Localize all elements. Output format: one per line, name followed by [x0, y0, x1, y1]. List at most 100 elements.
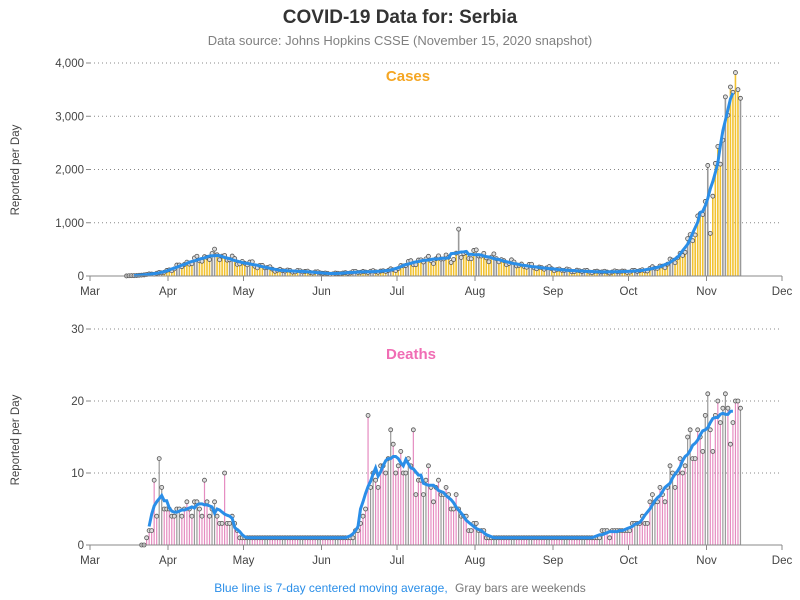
page-subtitle: Data source: Johns Hopkins CSSE (Novembe… — [208, 33, 592, 48]
data-point — [431, 261, 436, 266]
x-tick-label: Nov — [696, 555, 717, 567]
data-point — [722, 391, 728, 397]
data-point — [395, 463, 401, 469]
data-point — [468, 256, 474, 262]
y-tick-label: 4,000 — [55, 58, 84, 70]
data-point — [647, 499, 653, 505]
data-point — [222, 470, 228, 476]
data-point — [436, 477, 441, 483]
data-point — [207, 257, 212, 262]
data-point — [715, 398, 721, 404]
data-point — [728, 441, 733, 447]
data-point — [705, 391, 711, 397]
data-point — [695, 427, 701, 433]
data-point — [735, 87, 741, 93]
data-point — [365, 412, 371, 418]
data-point — [194, 253, 200, 259]
cases-y-axis-label: Reported per Day — [10, 124, 22, 215]
cases-x-axis: Mar Apr May Jun Jul Aug Sep Oct Nov Dec — [80, 275, 792, 298]
data-point — [227, 521, 233, 526]
data-point — [451, 257, 457, 262]
cases-bars — [125, 72, 742, 276]
data-point — [486, 259, 492, 265]
deaths-panel: 0 10 20 30 Mar Apr May Jun Jul Aug Sep Oct Nov Dec D… — [10, 324, 792, 567]
data-point — [710, 193, 716, 199]
data-point — [179, 513, 185, 519]
cases-moving-average-line — [133, 92, 735, 278]
y-tick-label: 1,000 — [55, 218, 84, 230]
footnote-moving-average: Blue line is 7-day centered moving avera… — [214, 581, 447, 595]
data-point — [662, 499, 668, 505]
data-point — [410, 427, 416, 433]
data-point — [720, 405, 726, 411]
data-point — [393, 470, 399, 476]
deaths-grid: 0 10 20 30 — [71, 324, 782, 552]
x-tick-label: Aug — [465, 286, 485, 298]
deaths-panel-title: Deaths — [386, 346, 436, 363]
data-point — [360, 513, 366, 519]
data-point — [197, 506, 202, 512]
x-tick-label: Oct — [620, 286, 639, 298]
footnote: Blue line is 7-day centered moving avera… — [214, 581, 586, 595]
deaths-y-axis-label: Reported per Day — [10, 394, 22, 485]
data-point — [717, 420, 723, 426]
data-point — [725, 405, 731, 411]
data-point — [184, 499, 190, 505]
data-point — [667, 463, 673, 469]
data-point — [491, 251, 497, 257]
data-point — [733, 70, 738, 75]
data-point — [468, 528, 474, 533]
data-point — [680, 470, 686, 476]
data-point — [456, 226, 462, 232]
data-point — [685, 434, 691, 440]
data-point — [156, 456, 162, 462]
x-tick-label: Apr — [159, 555, 177, 567]
data-point — [423, 477, 429, 483]
deaths-x-axis: Mar Apr May Jun Jul Aug Sep Oct Nov Dec — [80, 544, 792, 567]
data-point — [217, 257, 222, 263]
data-point — [202, 477, 207, 483]
footnote-weekends: Gray bars are weekends — [455, 581, 586, 595]
data-point — [149, 528, 155, 533]
x-tick-label: Oct — [620, 555, 639, 567]
data-point — [199, 513, 205, 519]
data-point — [705, 163, 711, 168]
deaths-moving-average-line — [147, 409, 733, 540]
data-point — [375, 484, 381, 490]
x-tick-label: May — [233, 286, 255, 298]
data-point — [473, 247, 479, 253]
x-tick-label: Jun — [312, 555, 331, 567]
data-point — [426, 463, 431, 469]
data-point — [448, 260, 454, 265]
data-point — [219, 521, 225, 526]
data-point — [453, 492, 459, 498]
data-point — [383, 470, 389, 476]
data-point — [702, 412, 708, 418]
data-point — [171, 513, 177, 519]
y-tick-label: 2,000 — [55, 165, 84, 177]
data-point — [692, 456, 698, 462]
data-point — [207, 513, 212, 519]
data-point — [403, 470, 409, 476]
x-tick-label: Jun — [312, 286, 331, 298]
data-point — [672, 484, 678, 490]
y-tick-label: 30 — [71, 324, 84, 336]
data-point — [159, 484, 165, 490]
data-point — [657, 484, 663, 490]
data-point — [458, 255, 464, 260]
data-point — [473, 521, 479, 526]
x-tick-label: Jul — [390, 555, 405, 567]
data-point — [707, 230, 713, 236]
data-point — [212, 499, 217, 505]
y-tick-label: 10 — [71, 468, 84, 480]
data-point — [710, 448, 716, 454]
x-tick-label: Jul — [390, 286, 405, 298]
data-point — [390, 441, 396, 447]
data-point — [426, 253, 431, 259]
data-point — [154, 513, 160, 519]
data-point — [738, 95, 743, 101]
data-point — [151, 477, 157, 483]
data-point — [363, 506, 368, 512]
